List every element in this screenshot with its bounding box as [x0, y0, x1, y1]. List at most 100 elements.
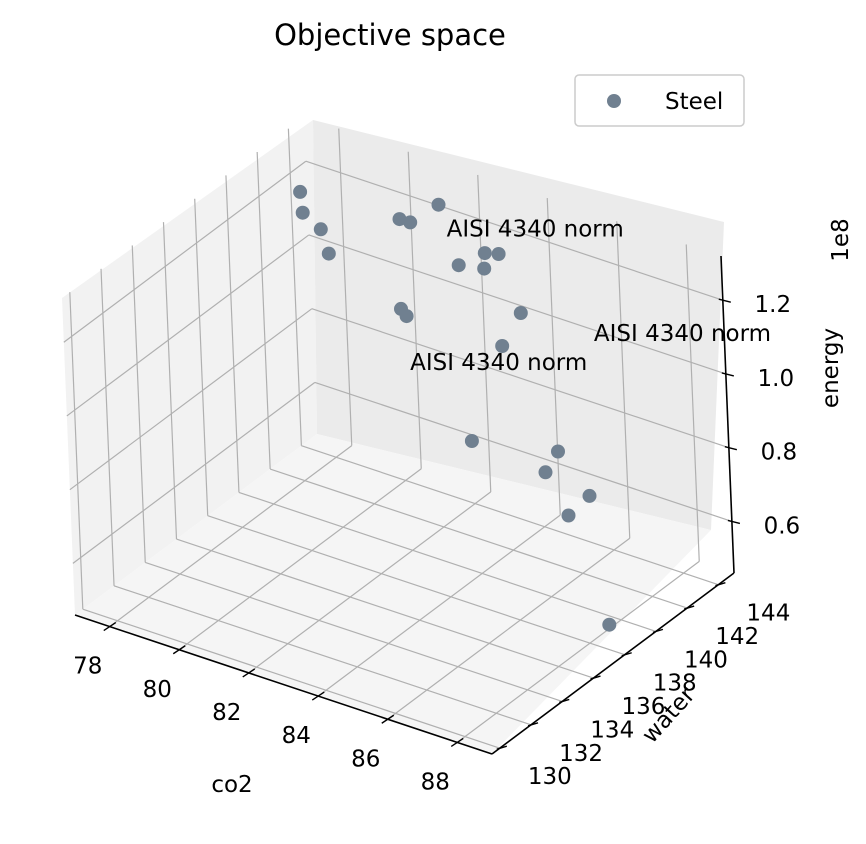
- y-tick-mark-0: [496, 745, 508, 750]
- grid-z-back-3: [305, 160, 724, 301]
- grid-y-floor-1: [113, 585, 532, 726]
- grid-y-left-4: [194, 198, 209, 516]
- x-tick-mark-2: [242, 668, 256, 678]
- annotations: AISI 4340 norm AISI 4340 norm AISI 4340 no…: [410, 217, 771, 377]
- grid: [63, 128, 733, 749]
- y-tick-mark-4: [621, 652, 632, 657]
- data-point-0-12: [491, 247, 506, 261]
- data-point-0-1: [295, 205, 310, 220]
- grid-x-floor-2: [248, 491, 492, 674]
- annotation-2: AISI 4340 norm: [410, 350, 587, 376]
- data-point-0-14: [464, 434, 479, 448]
- x-tick-mark-0: [103, 622, 117, 632]
- z-tick-mark-1: [724, 445, 738, 451]
- data-point-0-3: [321, 246, 336, 261]
- grid-z-left-2: [66, 234, 310, 417]
- data-point-0-18: [561, 508, 576, 523]
- data-point-0-6: [392, 212, 407, 227]
- legend-marker: [607, 94, 621, 108]
- grid-x-floor-1: [178, 468, 422, 651]
- x-tick-label-1: 80: [143, 677, 172, 703]
- grid-z-left-0: [72, 381, 316, 564]
- data-point-0-8: [431, 197, 446, 212]
- grid-y-floor-6: [269, 468, 688, 609]
- x-tick-label-0: 78: [73, 654, 102, 680]
- y-tick-label-5: 140: [684, 647, 728, 673]
- grid-x-back-5: [685, 244, 700, 562]
- grid-y-floor-4: [207, 515, 625, 656]
- grid-z-back-1: [311, 308, 730, 449]
- z-tick-mark-3: [718, 298, 731, 303]
- left-pane: [62, 120, 317, 615]
- grid-y-left-2: [131, 245, 146, 563]
- y-tick-mark-2: [559, 698, 570, 704]
- x-tick-label-2: 82: [212, 700, 241, 726]
- y-tick-mark-1: [527, 722, 539, 727]
- data-point-0-20: [602, 617, 617, 632]
- grid-y-floor-5: [238, 491, 657, 632]
- data-point-0-13: [495, 339, 510, 353]
- grid-x-floor-3: [317, 514, 561, 697]
- data-point-0-10: [477, 246, 492, 261]
- axes: [74, 255, 741, 755]
- data-point-0-17: [551, 444, 565, 459]
- grid-x-back-1: [407, 151, 422, 469]
- grid-x-back-4: [616, 221, 631, 539]
- data-point-0-5: [399, 309, 414, 324]
- x-axis-label: co2: [211, 772, 252, 798]
- data-point-0-16: [538, 465, 553, 480]
- grid-x-floor-0: [109, 445, 353, 628]
- y-tick-mark-5: [652, 628, 664, 634]
- grid-z-back-0: [314, 381, 733, 522]
- z-tick-mark-2: [721, 372, 735, 377]
- data-point-0-7: [403, 215, 418, 230]
- x-tick-label-4: 86: [351, 746, 380, 772]
- chart-title: Objective space: [274, 18, 506, 52]
- legend-box: [574, 74, 745, 127]
- y-tick-mark-7: [715, 582, 726, 587]
- annotation-0: AISI 4340 norm: [447, 217, 624, 243]
- grid-y-floor-7: [301, 445, 719, 586]
- legend-label-steel: Steel: [665, 89, 723, 115]
- grid-y-left-7: [287, 128, 302, 446]
- x-axis-line: [74, 614, 493, 755]
- data-point-0-11: [477, 261, 492, 276]
- grid-z-left-3: [63, 160, 307, 343]
- x-tick-mark-4: [381, 714, 395, 724]
- grid-y-left-6: [256, 152, 271, 470]
- floor-pane: [75, 434, 711, 754]
- y-tick-label-4: 138: [653, 671, 697, 697]
- data-point-0-9: [451, 258, 466, 273]
- data-point-0-15: [513, 306, 528, 320]
- x-tick-mark-1: [172, 645, 186, 655]
- y-tick-mark-6: [683, 605, 695, 610]
- grid-x-back-3: [546, 198, 561, 516]
- y-tick-label-7: 144: [746, 601, 790, 627]
- z-tick-label-1: 0.8: [761, 440, 798, 466]
- grid-y-left-3: [162, 222, 178, 540]
- grid-z-back-2: [308, 234, 727, 375]
- grid-y-floor-2: [145, 561, 563, 703]
- data-point-0-2: [313, 222, 328, 237]
- z-tick-mark-0: [727, 519, 741, 525]
- grid-x-floor-4: [387, 537, 631, 720]
- grid-y-left-5: [225, 175, 240, 493]
- grid-y-left-1: [100, 268, 115, 586]
- grid-z-left-1: [69, 308, 313, 491]
- data-point-0-0: [293, 184, 308, 199]
- y-tick-label-0: 130: [528, 764, 572, 790]
- y-tick-label-2: 134: [590, 717, 634, 743]
- y-tick-label-6: 142: [715, 624, 759, 650]
- data-point-0-19: [582, 488, 597, 503]
- legend: Steel: [574, 74, 745, 127]
- z-tick-label-3: 1.2: [755, 292, 792, 318]
- annotation-1: AISI 4340 norm: [594, 321, 771, 347]
- x-tick-label-3: 84: [282, 723, 311, 749]
- x-tick-mark-5: [450, 737, 464, 747]
- z-axis-label: energy: [818, 328, 844, 408]
- z-tick-label-0: 0.6: [764, 513, 801, 539]
- y-tick-label-3: 136: [622, 694, 666, 720]
- y-tick-mark-3: [590, 675, 601, 680]
